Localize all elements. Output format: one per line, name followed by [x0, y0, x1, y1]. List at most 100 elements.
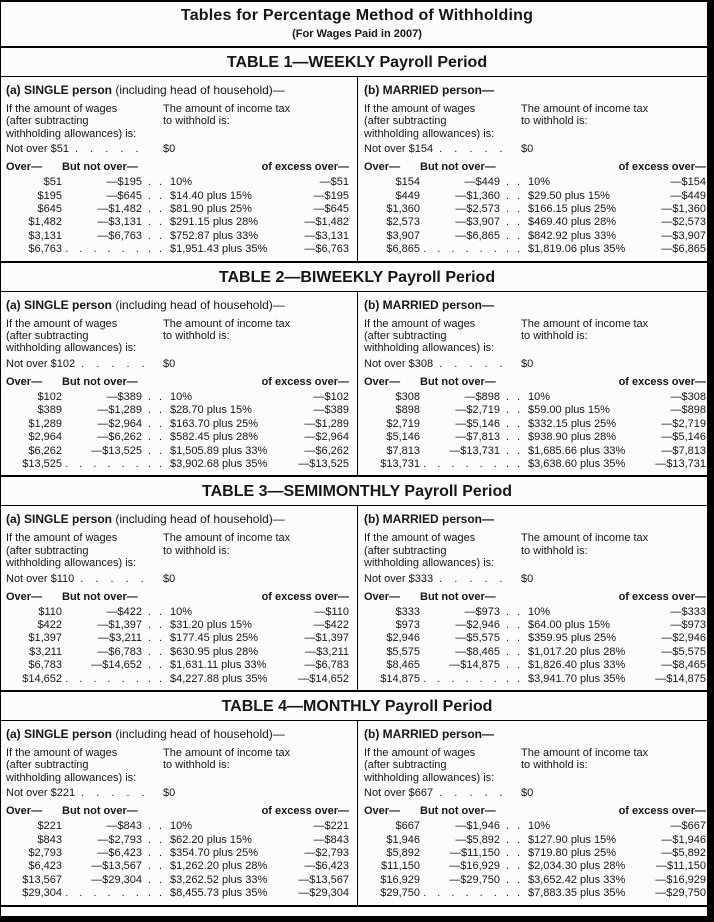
- person-heading: (a) SINGLE person (including head of hou…: [6, 726, 349, 742]
- excess-over-header: of excess over—: [618, 161, 706, 174]
- over-value: $6,865: [386, 243, 420, 256]
- desc-line: (after subtracting: [6, 759, 89, 772]
- desc-line: The amount of income tax: [521, 746, 649, 759]
- tax-formula: 10%: [528, 820, 551, 833]
- dot-leaders: . .: [505, 216, 521, 229]
- bracket-row: $5,892 —$11,150 . . $719.80 plus 25% —$5,892: [364, 847, 706, 860]
- desc-line: The amount of income tax: [521, 317, 649, 330]
- bracket-row: $6,763. . . . . . . . $1,951.43 plus 35% —$…: [6, 243, 349, 256]
- excess-over-value: —$221: [313, 820, 349, 833]
- excess-over-value: —$3,131: [304, 229, 349, 242]
- but-not-over-value: —$1,289: [97, 404, 142, 417]
- but-not-over-value: —$3,211: [98, 632, 142, 645]
- but-not-over-value: —$5,146: [455, 417, 500, 430]
- excess-over-value: —$2,964: [304, 431, 349, 444]
- over-value: $333: [395, 605, 420, 618]
- tax-description: The amount of income tax to withhold is:: [521, 747, 706, 784]
- bracket-row: $1,360 —$2,573 . . $166.15 plus 25% —$1,360: [364, 203, 706, 216]
- wages-description: If the amount of wages (after subtracting…: [6, 532, 163, 569]
- but-not-over-value: —$29,750: [449, 873, 500, 886]
- tax-formula: $1,505.89 plus 33%: [170, 444, 268, 457]
- wages-description: If the amount of wages (after subtracting…: [6, 103, 163, 140]
- dot-leaders: . .: [505, 659, 521, 672]
- tax-description: The amount of income tax to withhold is:: [521, 318, 706, 355]
- dot-leaders: . .: [505, 390, 521, 403]
- excess-over-value: —$29,304: [298, 887, 349, 900]
- bracket-headers: Over— But not over— of excess over—: [364, 805, 706, 818]
- desc-line: If the amount of wages: [364, 317, 476, 330]
- dot-leaders: . . . . .: [81, 357, 145, 370]
- scan-edge-bottom: [0, 916, 714, 922]
- over-value: $8,465: [386, 659, 420, 672]
- desc-line: The amount of income tax: [521, 532, 649, 545]
- excess-over-value: —$1,482: [304, 216, 349, 229]
- but-not-over-value: —$6,423: [97, 847, 142, 859]
- but-not-over-value: —$389: [106, 390, 142, 403]
- over-header: Over—: [364, 590, 401, 603]
- bracket-row: $13,731. . . . . . . . $3,638.60 plus 35% —…: [364, 458, 706, 471]
- married-person-label: (b) MARRIED person—: [364, 512, 494, 527]
- but-not-over-value: —$973: [464, 605, 500, 618]
- tax-formula: $62.20 plus 15%: [170, 833, 252, 846]
- single-person-label: (a) SINGLE person: [6, 726, 113, 741]
- not-over-line: Not over $333 . . . . . $0: [364, 573, 706, 586]
- but-not-over-header: But not over—: [62, 805, 138, 818]
- dot-leaders: . .: [147, 390, 163, 403]
- bracket-row: $11,150 —$16,929 . . $2,034.30 plus 28% —$11…: [364, 860, 706, 873]
- over-value: $449: [395, 189, 420, 202]
- over-value: $1,360: [386, 203, 420, 216]
- scan-edge-right: [707, 0, 714, 922]
- excess-over-value: —$5,575: [661, 645, 706, 658]
- desc-line: (after subtracting: [364, 544, 447, 557]
- over-value: $5,892: [386, 847, 420, 859]
- but-not-over-value: . . . . . .: [423, 457, 497, 470]
- but-not-over-value: . . . . . .: [423, 887, 497, 900]
- bracket-row: $898 —$2,719 . . $59.00 plus 15% —$898: [364, 404, 706, 417]
- dot-leaders: . .: [505, 203, 521, 216]
- table-title: TABLE 3—SEMIMONTHLY Payroll Period: [202, 483, 512, 501]
- not-over-line: Not over $667 . . . . . $0: [364, 787, 706, 800]
- payroll-table-section: TABLE 2—BIWEEKLY Payroll Period (a) SINGL…: [0, 268, 714, 478]
- but-not-over-header: But not over—: [420, 590, 496, 603]
- dot-leaders: . .: [505, 847, 521, 859]
- single-column: (a) SINGLE person (including head of hou…: [0, 292, 357, 476]
- desc-line: If the amount of wages: [6, 746, 118, 759]
- not-over-line: Not over $221 . . . . . $0: [6, 787, 349, 800]
- bracket-row: $3,131 —$6,763 . . $752.87 plus 33% —$3,131: [6, 230, 349, 243]
- desc-line: to withhold is:: [163, 544, 230, 557]
- excess-over-header: of excess over—: [618, 805, 706, 818]
- dot-leaders: . .: [505, 404, 521, 417]
- header-divider: [0, 46, 714, 48]
- bracket-row: $13,567 —$29,304 . . $3,262.52 plus 33% —$13…: [6, 874, 349, 887]
- over-header: Over—: [364, 161, 401, 174]
- excess-over-value: —$6,783: [304, 659, 349, 672]
- excess-over-value: —$2,793: [304, 847, 349, 859]
- dot-leaders: . .: [147, 618, 163, 631]
- over-value: $51: [43, 176, 62, 189]
- excess-over-value: —$2,719: [661, 417, 706, 430]
- desc-line: If the amount of wages: [364, 103, 476, 115]
- payroll-table-section: TABLE 1—WEEKLY Payroll Period (a) SINGLE …: [0, 53, 714, 263]
- table-title: TABLE 4—MONTHLY Payroll Period: [221, 697, 493, 715]
- but-not-over-value: —$5,575: [455, 632, 500, 645]
- excess-over-value: —$1,946: [661, 833, 706, 846]
- zero-amount: $0: [163, 787, 176, 800]
- bracket-row: $110 —$422 . . 10% —$110: [6, 606, 349, 619]
- excess-over-value: —$667: [670, 820, 706, 833]
- over-header: Over—: [6, 161, 43, 174]
- excess-over-value: —$13,525: [298, 457, 349, 470]
- over-value: $154: [395, 176, 420, 189]
- desc-line: withholding allowances) is:: [364, 771, 495, 784]
- excess-over-value: —$3,211: [305, 645, 349, 658]
- but-not-over-value: —$2,946: [455, 618, 500, 631]
- tax-formula: $752.87 plus 33%: [170, 229, 259, 242]
- tax-formula: $359.95 plus 25%: [528, 632, 617, 645]
- tax-formula: $1,951.43 plus 35%: [170, 243, 268, 256]
- dot-leaders: . .: [147, 873, 163, 886]
- person-label-suffix: (including head of household)—: [112, 512, 285, 527]
- desc-line: If the amount of wages: [6, 103, 118, 115]
- married-person-label: (b) MARRIED person—: [364, 726, 494, 741]
- desc-line: withholding allowances) is:: [364, 557, 495, 570]
- over-value: $308: [395, 390, 420, 403]
- over-value: $3,211: [29, 645, 62, 658]
